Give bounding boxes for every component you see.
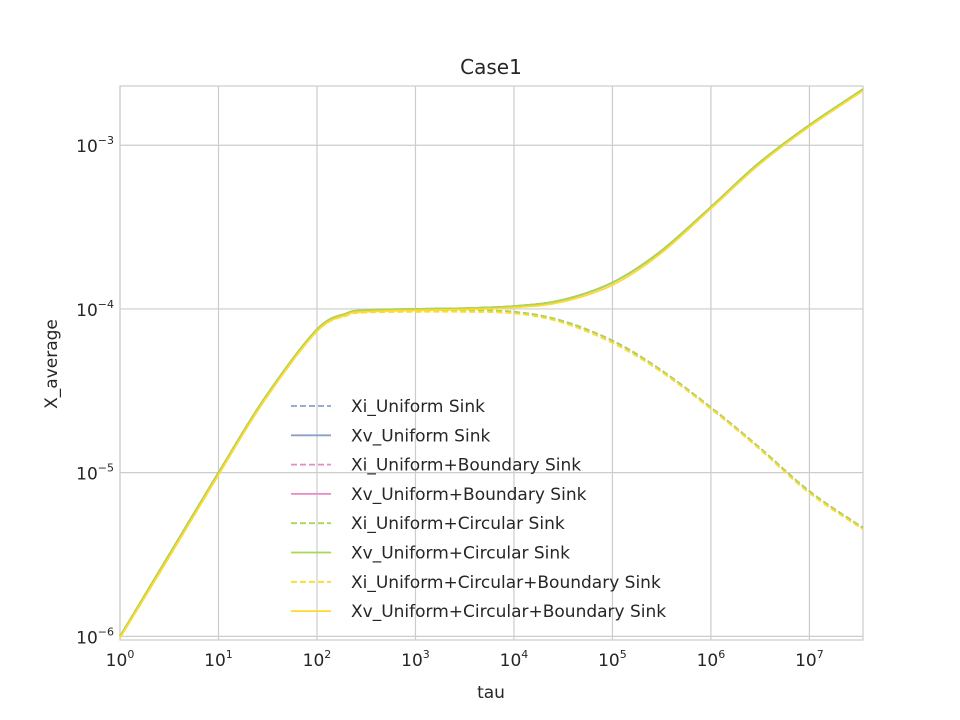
y-tick-label: 10−4 xyxy=(76,298,114,321)
legend-label: Xv_Uniform Sink xyxy=(351,426,490,446)
y-tick-label: 10−3 xyxy=(76,134,114,157)
x-tick-labels: 100 101 102 103 104 105 106 107 xyxy=(106,648,824,671)
x-tick-label: 100 xyxy=(106,648,135,671)
x-tick-label: 105 xyxy=(598,648,627,671)
series-line-5 xyxy=(119,88,864,637)
x-tick-label: 102 xyxy=(303,648,332,671)
series-layer xyxy=(119,88,864,639)
x-axis-label: tau xyxy=(477,683,505,703)
x-tick-label: 107 xyxy=(795,648,824,671)
legend-label: Xv_Uniform+Circular Sink xyxy=(351,544,570,564)
legend-label: Xv_Uniform+Boundary Sink xyxy=(351,485,587,505)
legend-label: Xi_Uniform+Boundary Sink xyxy=(351,456,581,476)
y-tick-label: 10−6 xyxy=(76,625,114,648)
legend-label: Xi_Uniform Sink xyxy=(351,397,485,417)
legend: Xi_Uniform Sink Xv_Uniform Sink Xi_Uniform… xyxy=(291,397,666,622)
y-axis-label: X_average xyxy=(42,319,62,409)
y-tick-labels: 10−6 10−5 10−4 10−3 xyxy=(76,134,114,648)
plot-frame xyxy=(119,85,864,641)
x-tick-label: 101 xyxy=(204,648,233,671)
x-tick-label: 106 xyxy=(697,648,726,671)
y-tick-label: 10−5 xyxy=(76,462,114,485)
legend-label: Xi_Uniform+Circular Sink xyxy=(351,514,565,534)
x-tick-label: 103 xyxy=(401,648,430,671)
chart-title: Case1 xyxy=(460,55,522,79)
series-line-7 xyxy=(119,90,864,639)
legend-label: Xv_Uniform+Circular+Boundary Sink xyxy=(351,602,666,622)
x-tick-label: 104 xyxy=(500,648,529,671)
series-line-6 xyxy=(119,310,864,639)
legend-label: Xi_Uniform+Circular+Boundary Sink xyxy=(351,573,661,593)
